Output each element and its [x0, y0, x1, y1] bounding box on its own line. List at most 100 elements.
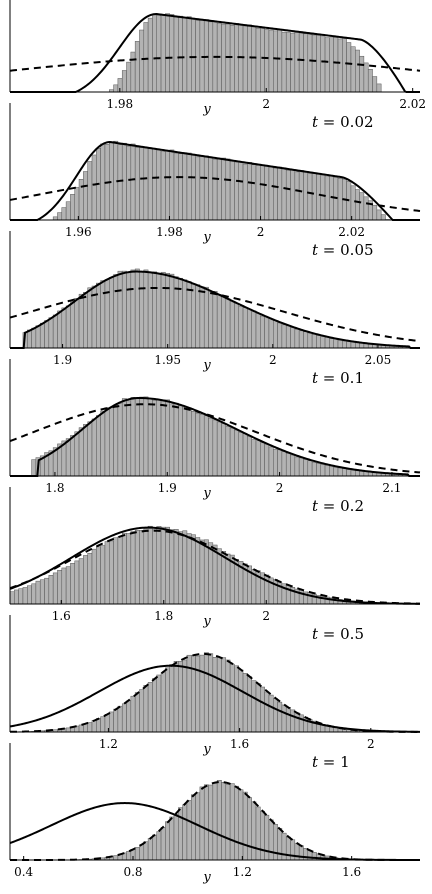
histogram-bar [229, 427, 235, 477]
histogram-bar [311, 173, 317, 221]
histogram-bar [251, 310, 257, 349]
histogram-bar [268, 29, 274, 93]
histogram-bar [121, 703, 127, 733]
x-tick-label: 1.98 [156, 225, 183, 239]
histogram-bar [260, 810, 265, 861]
histogram-bar [324, 37, 330, 93]
histogram-bar [165, 667, 170, 733]
histogram-bar [18, 588, 24, 605]
histogram-bar [363, 196, 369, 221]
dashed-density-curve [10, 780, 420, 861]
histogram-bar [70, 563, 75, 605]
histogram-bar [199, 786, 205, 861]
histogram-bar [130, 695, 136, 733]
time-label: t = 1 [312, 753, 350, 771]
histogram-bar [78, 724, 84, 733]
histogram-bar [35, 580, 41, 605]
histogram-bar [199, 155, 205, 221]
histogram-bar [229, 301, 235, 349]
histogram-bar [147, 17, 153, 93]
histogram [9, 525, 416, 605]
histogram-bar [268, 166, 274, 221]
histogram-bar [126, 400, 132, 477]
histogram-bar [242, 307, 248, 349]
histogram-bar [264, 691, 270, 733]
histogram-bar [238, 789, 244, 861]
histogram-bar [104, 407, 110, 477]
histogram-bar [294, 842, 300, 861]
histogram-bar [156, 399, 162, 477]
histogram-bar [346, 469, 352, 477]
histogram-bar [109, 277, 114, 349]
histogram-bar [74, 298, 80, 349]
histogram-bar [320, 36, 326, 93]
histogram-bar [281, 832, 287, 861]
histogram-bar [229, 24, 235, 93]
histogram-bar [277, 166, 283, 221]
histogram-bar [169, 14, 175, 93]
histogram-bar [320, 174, 326, 221]
histogram-bar [333, 338, 339, 349]
histogram-bar [173, 661, 179, 733]
histogram-bar [221, 782, 227, 861]
histogram-bar [165, 526, 170, 605]
histogram-bar [212, 159, 218, 221]
histogram-bar [113, 84, 119, 93]
histogram [52, 140, 391, 221]
histogram-bar [165, 13, 170, 93]
histogram-bar [303, 171, 309, 221]
histogram-bar [203, 415, 209, 477]
histogram-bar [298, 457, 304, 477]
histogram-bar [229, 663, 235, 733]
histogram-bar [234, 161, 239, 221]
histogram-bar [70, 435, 75, 477]
histogram-bar [229, 160, 235, 221]
histogram-bar [143, 841, 149, 861]
histogram-bar [100, 143, 106, 221]
histogram-bar [273, 824, 278, 861]
histogram-bar [152, 148, 157, 221]
histogram-bar [160, 827, 166, 861]
histogram-bar [83, 292, 88, 349]
histogram-bar [268, 694, 274, 733]
histogram-bar [316, 335, 321, 349]
histogram-bar [281, 31, 287, 93]
solid-density-curve [9, 664, 421, 733]
histogram-bar [195, 655, 201, 733]
histogram-bar [160, 399, 166, 477]
histogram-bar [195, 537, 201, 605]
histogram-bar [147, 682, 153, 733]
histogram-bar [251, 439, 257, 477]
histogram-bar [61, 307, 67, 349]
histogram-bar [91, 720, 97, 733]
histogram-bar [298, 330, 304, 349]
histogram-bar [134, 529, 140, 605]
histogram-bar [208, 417, 214, 477]
x-tick-label: 1.2 [233, 865, 252, 879]
x-axis-label: y [202, 870, 211, 885]
histogram-bar [203, 286, 209, 349]
histogram-bar [61, 567, 67, 605]
histogram-bar [225, 158, 231, 221]
histogram-bar [87, 421, 93, 477]
histogram-bar [186, 152, 192, 221]
histogram [22, 268, 403, 349]
histogram-bar [156, 831, 162, 861]
histogram-bar [264, 443, 270, 477]
histogram-bar [221, 23, 227, 93]
dashed-density-curve [9, 176, 421, 212]
histogram-bar [147, 525, 153, 605]
histogram-bar [285, 707, 291, 733]
histogram-bar [316, 34, 321, 93]
histogram-bar [285, 453, 291, 477]
histogram-bar [169, 273, 175, 349]
histogram [18, 652, 391, 733]
histogram-bar [212, 782, 218, 861]
histogram-bar [290, 709, 296, 733]
histogram-bar [359, 470, 365, 477]
histogram-bar [147, 148, 153, 221]
x-tick-label: 1.9 [158, 481, 177, 495]
histogram-bar [273, 698, 278, 733]
histogram-bar [126, 145, 132, 221]
histogram-bar [225, 659, 231, 733]
